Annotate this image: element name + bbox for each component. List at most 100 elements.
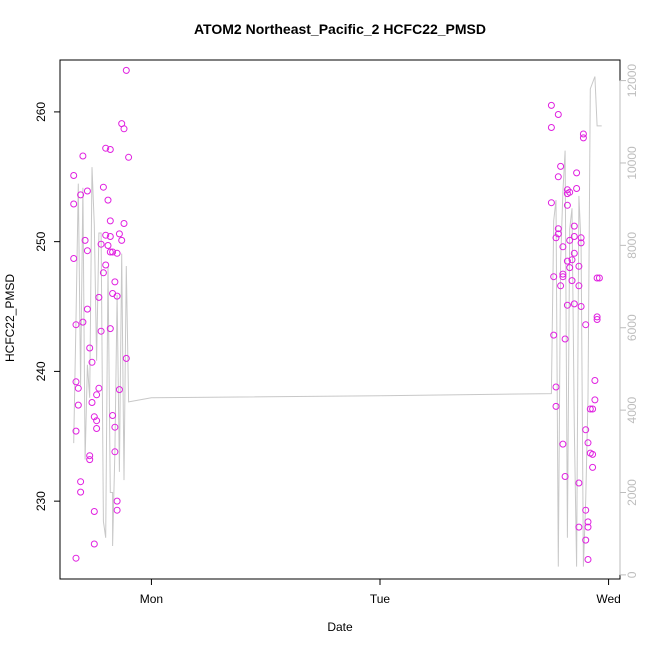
- data-point: [93, 391, 101, 399]
- data-point: [559, 270, 567, 278]
- data-point: [575, 479, 583, 487]
- data-point: [104, 242, 112, 249]
- data-point: [90, 413, 98, 421]
- data-point: [563, 257, 571, 265]
- data-point: [120, 220, 128, 227]
- data-point: [106, 217, 114, 225]
- data-point: [74, 401, 82, 409]
- y-axis-left: 230 240 250 260: [34, 102, 61, 511]
- data-point: [593, 316, 601, 323]
- data-point: [70, 200, 78, 208]
- y-tick-label-right: 4000: [625, 396, 639, 423]
- data-point: [550, 331, 558, 339]
- data-point: [83, 305, 91, 313]
- data-point: [93, 425, 101, 432]
- data-point: [563, 201, 571, 209]
- data-point: [575, 523, 583, 531]
- data-point: [554, 173, 562, 181]
- data-point: [118, 236, 126, 244]
- secondary-line-path: [73, 76, 602, 567]
- data-point: [74, 384, 82, 392]
- data-point: [106, 146, 114, 153]
- data-point: [584, 439, 592, 447]
- data-point: [550, 273, 558, 281]
- data-point: [570, 222, 578, 230]
- data-point: [115, 230, 123, 238]
- data-point: [595, 274, 603, 282]
- hcfc22-point-series: [70, 66, 603, 563]
- data-point: [111, 278, 119, 286]
- data-point: [584, 556, 592, 563]
- data-point: [570, 300, 578, 308]
- data-point: [586, 405, 594, 413]
- data-point: [104, 196, 112, 204]
- data-point: [97, 240, 105, 248]
- data-point: [559, 273, 567, 281]
- data-point: [106, 233, 114, 240]
- data-point: [111, 448, 119, 456]
- data-point: [547, 101, 555, 109]
- data-point: [589, 405, 597, 413]
- data-point: [81, 236, 89, 244]
- data-point: [72, 378, 80, 386]
- data-point: [106, 325, 114, 333]
- data-point: [86, 344, 94, 352]
- y-tick-label-right: 0: [625, 571, 639, 578]
- data-point: [90, 540, 98, 548]
- x-axis-label: Date: [327, 620, 353, 634]
- data-point: [72, 554, 80, 562]
- data-point: [582, 426, 590, 434]
- data-point: [577, 239, 585, 247]
- data-point: [102, 261, 110, 269]
- data-point: [559, 440, 567, 448]
- data-point: [579, 130, 587, 138]
- data-point: [554, 111, 562, 118]
- data-point: [97, 327, 105, 335]
- x-axis: Mon Tue Wed: [140, 578, 621, 606]
- data-point: [566, 264, 574, 272]
- data-point: [79, 152, 87, 160]
- data-point: [582, 506, 590, 514]
- data-point: [570, 233, 578, 240]
- y-tick-label-right: 12000: [625, 64, 639, 98]
- y-axis-label: HCFC22_PMSD: [3, 274, 17, 362]
- data-point: [584, 518, 592, 526]
- data-point: [589, 463, 597, 471]
- data-point: [575, 282, 583, 290]
- data-point: [575, 262, 583, 270]
- data-point: [77, 478, 85, 486]
- data-point: [115, 386, 123, 394]
- data-point: [563, 301, 571, 309]
- data-point: [113, 497, 121, 505]
- data-point: [573, 169, 581, 177]
- data-point: [547, 199, 555, 207]
- data-point: [77, 488, 85, 496]
- data-point: [591, 396, 599, 404]
- data-point: [570, 249, 578, 257]
- data-point: [72, 321, 80, 329]
- data-point: [566, 236, 574, 244]
- data-point: [554, 230, 562, 238]
- data-point: [109, 290, 117, 297]
- data-point: [113, 249, 121, 257]
- data-point: [584, 523, 592, 531]
- data-point: [109, 412, 117, 419]
- y-tick-label-left: 260: [34, 102, 48, 122]
- y-tick-label-right: 8000: [625, 232, 639, 259]
- y-tick-label-right: 10000: [625, 146, 639, 180]
- data-point: [582, 321, 590, 329]
- data-point: [566, 188, 574, 196]
- data-point: [557, 282, 565, 290]
- data-point: [109, 248, 117, 256]
- x-tick-label: Wed: [596, 592, 620, 606]
- data-point: [577, 234, 585, 242]
- data-point: [120, 125, 128, 133]
- data-point: [99, 269, 107, 277]
- data-point: [577, 303, 585, 310]
- data-point: [591, 377, 599, 384]
- data-point: [77, 191, 85, 199]
- data-point: [559, 243, 567, 251]
- data-point: [72, 427, 80, 435]
- chart-title: ATOM2 Northeast_Pacific_2 HCFC22_PMSD: [194, 21, 486, 37]
